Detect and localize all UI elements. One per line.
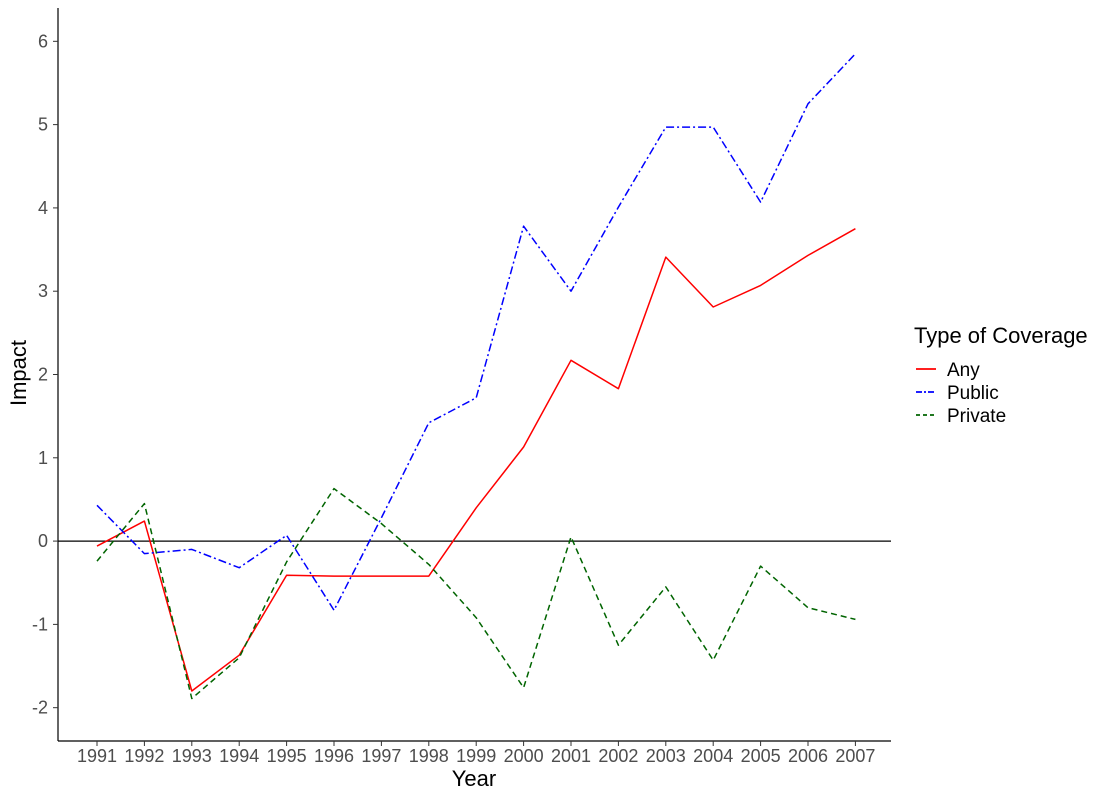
x-tick-label: 1992 bbox=[124, 746, 164, 766]
x-tick-label: 1999 bbox=[456, 746, 496, 766]
y-axis-title: Impact bbox=[6, 340, 31, 406]
x-tick-label: 1998 bbox=[409, 746, 449, 766]
x-tick-label: 2001 bbox=[551, 746, 591, 766]
y-tick-label: 1 bbox=[38, 448, 48, 468]
y-tick-label: -1 bbox=[32, 614, 48, 634]
y-tick-label: -2 bbox=[32, 698, 48, 718]
y-tick-label: 6 bbox=[38, 31, 48, 51]
x-tick-label: 1993 bbox=[172, 746, 212, 766]
x-tick-label: 1996 bbox=[314, 746, 354, 766]
legend-title: Type of Coverage bbox=[914, 323, 1088, 348]
legend-label-any: Any bbox=[947, 360, 980, 381]
x-tick-label: 2005 bbox=[741, 746, 781, 766]
axes: -2 -1 0 1 2 3 4 5 6 1991 1992 1993 1994 1995 1996 1997 1… bbox=[32, 8, 891, 766]
series-line-public bbox=[96, 53, 856, 611]
x-tick-label: 2000 bbox=[504, 746, 544, 766]
series-line-private bbox=[96, 487, 856, 700]
x-tick-label: 2006 bbox=[788, 746, 828, 766]
x-tick-label: 2004 bbox=[693, 746, 733, 766]
y-tick-label: 3 bbox=[38, 281, 48, 301]
x-tick-label: 2007 bbox=[835, 746, 875, 766]
x-tick-label: 1995 bbox=[267, 746, 307, 766]
x-tick-label: 1994 bbox=[219, 746, 259, 766]
x-axis-title: Year bbox=[452, 766, 496, 791]
y-tick-label: 0 bbox=[38, 531, 48, 551]
x-tick-label: 1991 bbox=[77, 746, 117, 766]
y-tick-label: 4 bbox=[38, 198, 48, 218]
x-tick-label: 2003 bbox=[646, 746, 686, 766]
series-line-any bbox=[96, 228, 856, 692]
series-lines bbox=[96, 53, 856, 700]
y-tick-label: 2 bbox=[38, 365, 48, 385]
x-tick-label: 2002 bbox=[598, 746, 638, 766]
x-tick-label: 1997 bbox=[361, 746, 401, 766]
legend-label-public: Public bbox=[947, 383, 999, 404]
legend-label-private: Private bbox=[947, 406, 1006, 427]
y-tick-label: 5 bbox=[38, 115, 48, 135]
